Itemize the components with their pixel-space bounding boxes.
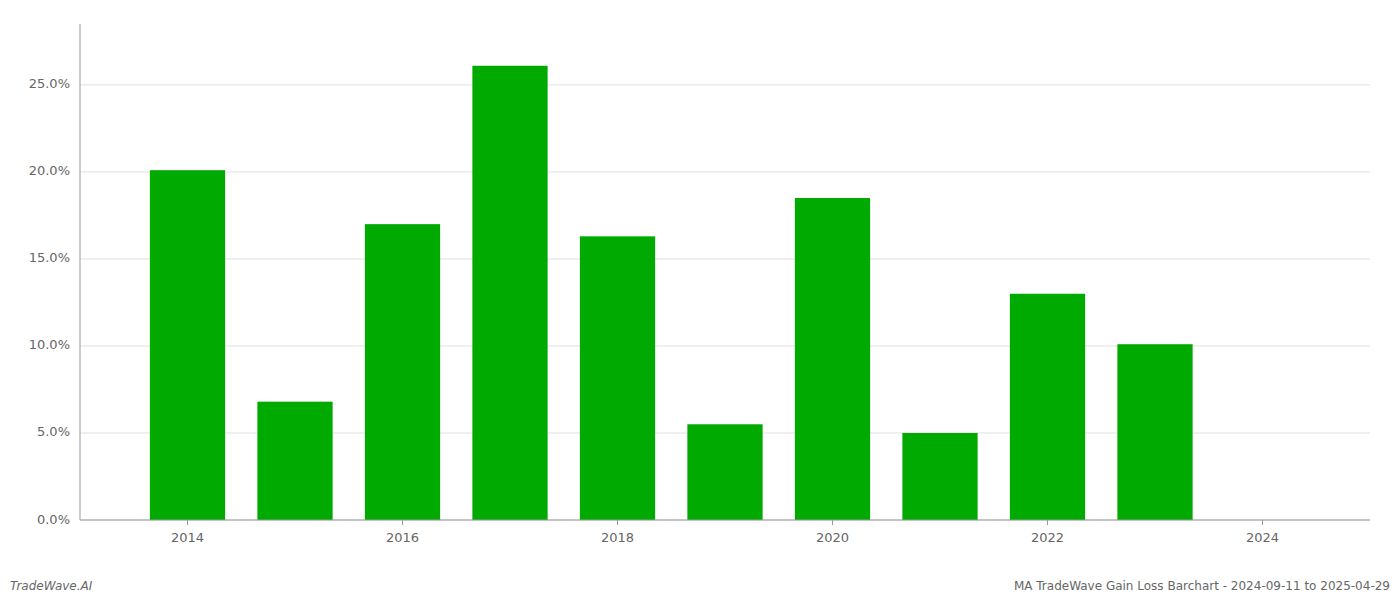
grid-line	[80, 171, 1370, 172]
x-tick	[832, 520, 833, 525]
y-tick-label: 10.0%	[29, 337, 70, 352]
chart: 0.0% 5.0% 10.0% 15.0% 20.0% 25.0% 2014 2016 2018…	[0, 0, 1400, 600]
x-tick	[1262, 520, 1263, 525]
x-tick	[617, 520, 618, 525]
grid-line	[80, 84, 1370, 85]
x-tick-label: 2018	[601, 530, 634, 545]
bar	[365, 224, 440, 520]
bars	[150, 66, 1193, 520]
y-tick-label: 15.0%	[29, 250, 70, 265]
x-tick-label: 2022	[1031, 530, 1064, 545]
x-tick	[187, 520, 188, 525]
bar	[795, 198, 870, 520]
grid-line	[80, 258, 1370, 259]
x-tick	[1047, 520, 1048, 525]
x-tick-label: 2024	[1246, 530, 1279, 545]
bar	[257, 402, 332, 520]
bar	[472, 66, 547, 520]
footer-left: TradeWave.AI	[10, 579, 93, 593]
footer-right: MA TradeWave Gain Loss Barchart - 2024-0…	[1014, 579, 1390, 593]
bar	[1117, 344, 1192, 520]
x-tick-label: 2016	[386, 530, 419, 545]
bar	[580, 236, 655, 520]
grid-line	[80, 520, 1370, 521]
x-tick-label: 2020	[816, 530, 849, 545]
y-tick-label: 5.0%	[37, 424, 70, 439]
grid	[80, 85, 1370, 520]
bar	[150, 170, 225, 520]
x-tick	[402, 520, 403, 525]
y-axis-line	[80, 24, 81, 520]
bar	[1010, 294, 1085, 520]
y-tick-label: 20.0%	[29, 163, 70, 178]
y-tick-label: 25.0%	[29, 76, 70, 91]
x-tick-label: 2014	[171, 530, 204, 545]
bar	[902, 433, 977, 520]
x-axis-line	[80, 520, 1370, 521]
bar	[687, 424, 762, 520]
y-tick-label: 0.0%	[37, 512, 70, 527]
